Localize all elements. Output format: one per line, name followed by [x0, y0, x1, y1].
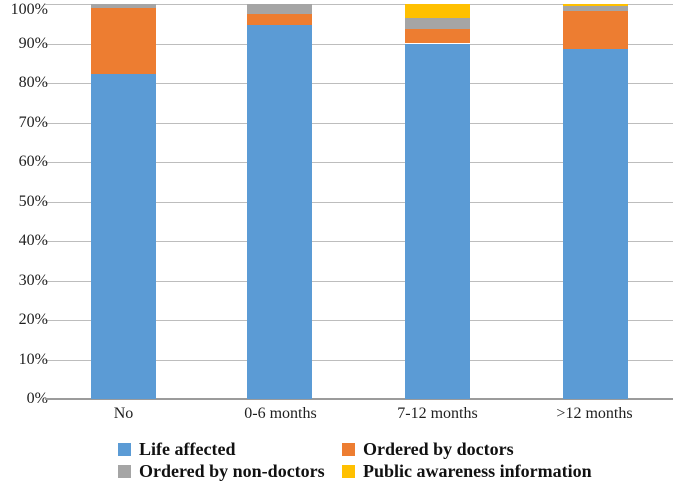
y-axis-label: 50%	[18, 193, 48, 210]
legend-item: Ordered by non-doctors	[118, 462, 325, 480]
bar-segment	[91, 4, 156, 9]
gridline-90	[45, 44, 673, 45]
y-axis-label: 60%	[18, 153, 48, 170]
legend-label: Life affected	[139, 439, 236, 459]
bar-segment	[563, 4, 628, 6]
legend-swatch	[118, 442, 131, 456]
legend-item: Public awareness information	[342, 462, 592, 480]
legend-label: Ordered by non-doctors	[139, 461, 325, 481]
bar-segment	[405, 18, 470, 30]
bar-segment	[91, 8, 156, 74]
bar-segment	[247, 14, 312, 26]
bar-segment	[563, 48, 628, 399]
gridline-30	[45, 281, 673, 282]
legend-item: Ordered by doctors	[342, 440, 514, 458]
y-axis-label: 90%	[18, 35, 48, 52]
y-axis-label: 0%	[26, 390, 48, 407]
y-axis-label: 100%	[10, 1, 48, 18]
bar-segment	[405, 43, 470, 399]
legend-label: Ordered by doctors	[363, 439, 514, 459]
gridline-80	[45, 83, 673, 84]
gridline-60	[45, 162, 673, 163]
bar-segment	[247, 25, 312, 399]
x-axis-label: 0-6 months	[244, 405, 317, 422]
bar-segment	[405, 29, 470, 44]
x-axis-label: >12 months	[556, 405, 633, 422]
bar-segment	[563, 6, 628, 11]
y-axis-label: 40%	[18, 232, 48, 249]
bar-segment	[563, 10, 628, 49]
gridline-10	[45, 360, 673, 361]
legend-label: Public awareness information	[363, 461, 592, 481]
y-axis-label: 80%	[18, 74, 48, 91]
gridline-50	[45, 202, 673, 203]
y-axis-label: 30%	[18, 272, 48, 289]
x-axis-line	[45, 398, 673, 400]
gridline-100	[45, 4, 673, 5]
legend-swatch	[118, 464, 131, 478]
y-axis-label: 70%	[18, 114, 48, 131]
bar-segment	[91, 73, 156, 399]
gridline-20	[45, 320, 673, 321]
legend-swatch	[342, 464, 355, 478]
legend-item: Life affected	[118, 440, 235, 458]
legend-swatch	[342, 442, 355, 456]
y-axis-label: 20%	[18, 311, 48, 328]
bar-segment	[405, 4, 470, 19]
gridline-40	[45, 241, 673, 242]
bar-segment	[247, 4, 312, 15]
x-axis-label: 7-12 months	[397, 405, 478, 422]
x-axis-label: No	[113, 405, 134, 422]
gridline-70	[45, 123, 673, 124]
y-axis-label: 10%	[18, 351, 48, 368]
